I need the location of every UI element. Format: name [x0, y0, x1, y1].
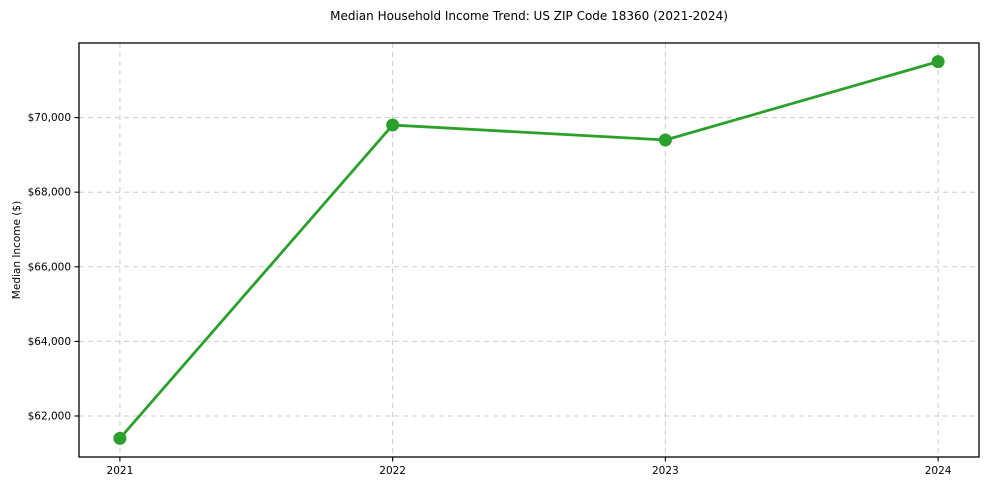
x-tick-label: 2021 — [107, 465, 134, 477]
x-tick-label: 2023 — [652, 465, 679, 477]
data-point-marker — [113, 431, 127, 445]
x-tick-label: 2022 — [379, 465, 406, 477]
data-point-marker — [931, 55, 945, 69]
y-tick-label: $70,000 — [28, 112, 71, 124]
data-point-marker — [386, 118, 400, 132]
y-tick-label: $68,000 — [28, 187, 71, 199]
chart-title: Median Household Income Trend: US ZIP Co… — [330, 9, 728, 23]
series-line — [118, 60, 940, 440]
data-point-marker — [658, 133, 672, 147]
y-tick-label: $62,000 — [28, 410, 71, 422]
axes-box — [78, 42, 980, 458]
y-tick-label: $66,000 — [28, 261, 71, 273]
x-tick-label: 2024 — [925, 465, 952, 477]
y-tick-label: $64,000 — [28, 336, 71, 348]
